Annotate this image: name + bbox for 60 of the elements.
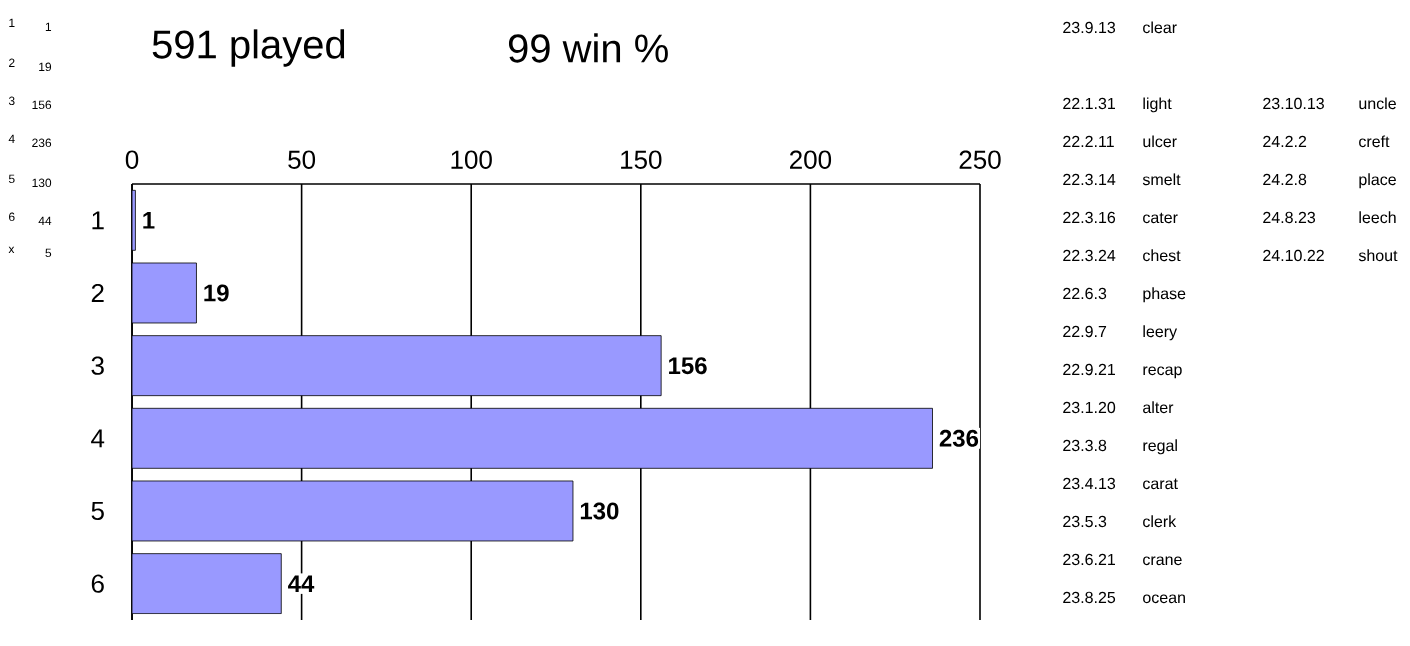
text: 24.2.2 bbox=[1263, 135, 1307, 147]
text: carat bbox=[1143, 478, 1178, 490]
text: crane bbox=[1143, 556, 1182, 566]
y-tick-label: 6 bbox=[91, 574, 104, 593]
text: 24.10.22 bbox=[1263, 249, 1324, 262]
text: 23.5.3 bbox=[1063, 515, 1107, 528]
text: 23.9.13 bbox=[1063, 21, 1116, 34]
text: 24.2.8 bbox=[1263, 173, 1307, 186]
data-label: 156 bbox=[669, 357, 707, 375]
text: ulcer bbox=[1143, 135, 1177, 148]
text: 23.4.13 bbox=[1063, 477, 1116, 490]
text: 24.8.23 bbox=[1263, 211, 1316, 224]
y-tick-label: 1 bbox=[92, 211, 104, 230]
text: 23.3.8 bbox=[1063, 439, 1107, 452]
data-label: 44 bbox=[288, 575, 315, 592]
text: recap bbox=[1143, 366, 1182, 379]
chart-title: 591 played bbox=[152, 29, 345, 67]
text: smelt bbox=[1142, 173, 1181, 186]
text: light bbox=[1143, 97, 1172, 113]
y-tick-label: 4 bbox=[91, 429, 105, 448]
text: alter bbox=[1143, 401, 1174, 414]
x-tick-label: 200 bbox=[790, 150, 832, 169]
text: shout bbox=[1358, 249, 1398, 262]
text: leech bbox=[1359, 211, 1396, 224]
text: 22.1.31 bbox=[1063, 97, 1115, 110]
text: 23.6.21 bbox=[1063, 553, 1115, 566]
text: creft bbox=[1359, 135, 1390, 148]
text: 22.6.3 bbox=[1063, 287, 1107, 300]
text: cater bbox=[1143, 212, 1178, 224]
text: 22.9.21 bbox=[1063, 363, 1115, 376]
text: 22.9.7 bbox=[1063, 325, 1107, 338]
text: uncle bbox=[1359, 97, 1396, 110]
text: regal bbox=[1143, 439, 1177, 455]
y-tick-label: 2 bbox=[91, 283, 104, 303]
text: 22.3.14 bbox=[1063, 173, 1116, 186]
text: 23.10.13 bbox=[1263, 97, 1324, 110]
chart-subtitle: 99 win % bbox=[508, 33, 668, 63]
data-label: 236 bbox=[939, 429, 979, 447]
x-tick-label: 50 bbox=[288, 150, 316, 169]
text: 23.8.25 bbox=[1063, 591, 1116, 604]
text: clerk bbox=[1143, 515, 1177, 528]
text: place bbox=[1359, 173, 1396, 189]
text: chest bbox=[1143, 249, 1181, 262]
x-tick-label: 100 bbox=[451, 150, 492, 169]
text: ocean bbox=[1143, 594, 1185, 604]
text: leery bbox=[1143, 325, 1178, 341]
data-label: 1 bbox=[143, 212, 155, 229]
text: 22.3.24 bbox=[1063, 249, 1116, 262]
text: 23.1.20 bbox=[1063, 401, 1116, 414]
text: 22.3.16 bbox=[1063, 211, 1116, 224]
data-label: 19 bbox=[204, 284, 229, 302]
data-label: 130 bbox=[580, 502, 619, 520]
x-tick-label: 150 bbox=[621, 150, 662, 169]
x-tick-label: 0 bbox=[125, 150, 139, 169]
y-tick-label: 5 bbox=[91, 501, 104, 521]
text: clear bbox=[1143, 21, 1177, 34]
y-tick-label: 3 bbox=[91, 356, 104, 375]
x-tick-label: 250 bbox=[959, 150, 1001, 169]
text: 22.2.11 bbox=[1063, 135, 1114, 147]
text: phase bbox=[1143, 287, 1186, 303]
